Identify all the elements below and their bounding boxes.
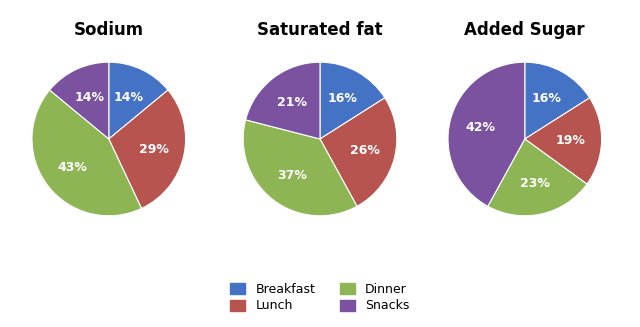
Title: Added Sugar: Added Sugar <box>465 21 585 39</box>
Text: 16%: 16% <box>532 92 562 105</box>
Text: 43%: 43% <box>58 161 87 174</box>
Wedge shape <box>50 62 109 139</box>
Wedge shape <box>448 62 525 206</box>
Text: 19%: 19% <box>556 134 586 147</box>
Wedge shape <box>246 62 320 139</box>
Wedge shape <box>109 90 186 209</box>
Title: Saturated fat: Saturated fat <box>257 21 383 39</box>
Wedge shape <box>488 139 587 216</box>
Wedge shape <box>525 98 602 184</box>
Legend: Breakfast, Lunch, Dinner, Snacks: Breakfast, Lunch, Dinner, Snacks <box>225 278 415 318</box>
Text: 26%: 26% <box>349 144 380 157</box>
Title: Sodium: Sodium <box>74 21 144 39</box>
Text: 14%: 14% <box>113 91 143 104</box>
Wedge shape <box>320 62 385 139</box>
Wedge shape <box>32 90 141 216</box>
Text: 23%: 23% <box>520 178 550 190</box>
Text: 16%: 16% <box>327 92 357 105</box>
Text: 29%: 29% <box>139 143 169 156</box>
Wedge shape <box>525 62 589 139</box>
Text: 14%: 14% <box>74 91 104 104</box>
Text: 21%: 21% <box>276 96 307 109</box>
Text: 37%: 37% <box>277 169 307 182</box>
Wedge shape <box>243 120 357 216</box>
Text: 42%: 42% <box>465 121 495 134</box>
Wedge shape <box>320 98 397 206</box>
Wedge shape <box>109 62 168 139</box>
